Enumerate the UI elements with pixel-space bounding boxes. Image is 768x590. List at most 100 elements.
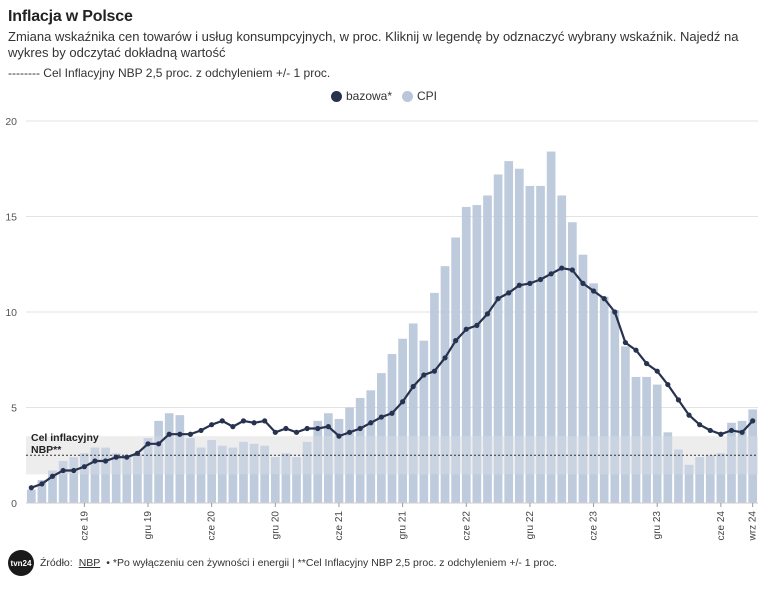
core-point[interactable]: [113, 454, 119, 460]
cpi-bar[interactable]: [239, 441, 248, 503]
legend-item-cpi[interactable]: CPI: [402, 89, 437, 103]
cpi-bar[interactable]: [154, 420, 163, 503]
cpi-bar[interactable]: [610, 310, 620, 503]
cpi-bar[interactable]: [69, 457, 79, 503]
cpi-bar[interactable]: [334, 418, 344, 503]
cpi-bar[interactable]: [302, 441, 312, 503]
core-point[interactable]: [686, 412, 692, 418]
core-point[interactable]: [71, 467, 77, 474]
cpi-bar[interactable]: [493, 174, 503, 503]
core-point[interactable]: [60, 467, 66, 474]
core-point[interactable]: [315, 425, 321, 432]
cpi-bar[interactable]: [101, 447, 110, 503]
cpi-bar[interactable]: [377, 373, 386, 503]
cpi-bar[interactable]: [175, 415, 185, 503]
cpi-bar[interactable]: [589, 283, 598, 503]
core-point[interactable]: [272, 429, 278, 435]
cpi-bar[interactable]: [37, 480, 47, 503]
core-point[interactable]: [156, 441, 162, 447]
core-point[interactable]: [262, 418, 268, 424]
cpi-bar[interactable]: [90, 447, 100, 503]
core-point[interactable]: [81, 464, 87, 470]
core-point[interactable]: [516, 282, 522, 288]
cpi-bar[interactable]: [748, 409, 758, 503]
core-point[interactable]: [675, 397, 682, 403]
cpi-bar[interactable]: [281, 453, 291, 503]
core-point[interactable]: [28, 485, 34, 491]
core-point[interactable]: [346, 429, 353, 435]
core-point[interactable]: [166, 431, 172, 437]
cpi-bar[interactable]: [419, 340, 429, 503]
core-point[interactable]: [400, 399, 406, 405]
cpi-bar[interactable]: [440, 266, 450, 503]
cpi-bar[interactable]: [705, 455, 715, 503]
source-link[interactable]: NBP: [78, 557, 101, 569]
cpi-bar[interactable]: [398, 338, 407, 503]
core-point[interactable]: [304, 425, 310, 432]
cpi-bar[interactable]: [472, 205, 482, 503]
cpi-bar[interactable]: [504, 161, 514, 504]
cpi-bar[interactable]: [546, 151, 556, 503]
cpi-bar[interactable]: [408, 323, 418, 503]
cpi-bar[interactable]: [58, 460, 68, 503]
core-point[interactable]: [612, 309, 618, 315]
cpi-bar[interactable]: [207, 439, 217, 503]
cpi-bar[interactable]: [557, 195, 567, 503]
cpi-bar[interactable]: [514, 168, 524, 503]
cpi-bar[interactable]: [345, 407, 354, 504]
core-point[interactable]: [463, 326, 469, 332]
cpi-bar[interactable]: [451, 237, 461, 503]
core-point[interactable]: [251, 420, 257, 426]
core-point[interactable]: [590, 288, 597, 294]
cpi-bar[interactable]: [143, 438, 153, 503]
cpi-bar[interactable]: [430, 292, 439, 503]
core-point[interactable]: [728, 427, 735, 434]
core-point[interactable]: [124, 454, 130, 460]
core-point[interactable]: [559, 265, 565, 271]
core-point[interactable]: [537, 276, 544, 283]
cpi-bar[interactable]: [525, 185, 535, 503]
cpi-bar[interactable]: [684, 464, 694, 503]
cpi-bar[interactable]: [133, 453, 142, 503]
core-point[interactable]: [739, 429, 745, 435]
core-point[interactable]: [569, 267, 575, 273]
cpi-bar[interactable]: [652, 384, 662, 503]
cpi-bar[interactable]: [313, 420, 323, 503]
cpi-bar[interactable]: [366, 390, 376, 503]
core-point[interactable]: [633, 347, 639, 353]
cpi-bar[interactable]: [536, 185, 545, 503]
core-point[interactable]: [495, 296, 501, 302]
core-point[interactable]: [187, 431, 194, 437]
cpi-bar[interactable]: [270, 457, 280, 503]
core-point[interactable]: [697, 422, 703, 428]
core-point[interactable]: [92, 458, 98, 464]
core-point[interactable]: [283, 425, 289, 432]
core-point[interactable]: [622, 339, 628, 346]
cpi-bar[interactable]: [621, 346, 630, 503]
core-point[interactable]: [39, 481, 45, 487]
core-point[interactable]: [336, 433, 342, 439]
core-point[interactable]: [750, 418, 756, 424]
cpi-bar[interactable]: [642, 376, 651, 503]
cpi-bar[interactable]: [737, 420, 747, 503]
core-point[interactable]: [484, 311, 491, 317]
cpi-bar[interactable]: [228, 447, 238, 503]
cpi-bar[interactable]: [578, 254, 588, 503]
core-point[interactable]: [527, 280, 533, 286]
core-point[interactable]: [431, 368, 438, 374]
core-point[interactable]: [240, 418, 247, 424]
cpi-bar[interactable]: [631, 376, 641, 503]
cpi-bar[interactable]: [599, 296, 609, 503]
core-point[interactable]: [357, 425, 363, 432]
core-point[interactable]: [644, 360, 650, 367]
cpi-bar[interactable]: [122, 455, 132, 503]
cpi-bar[interactable]: [355, 397, 365, 503]
core-point[interactable]: [49, 473, 56, 479]
core-point[interactable]: [209, 422, 215, 428]
cpi-bar[interactable]: [48, 470, 57, 503]
cpi-bar[interactable]: [674, 449, 683, 503]
cpi-bar[interactable]: [387, 354, 397, 503]
cpi-bar[interactable]: [111, 453, 121, 503]
cpi-bar[interactable]: [663, 432, 673, 503]
core-point[interactable]: [453, 338, 459, 344]
